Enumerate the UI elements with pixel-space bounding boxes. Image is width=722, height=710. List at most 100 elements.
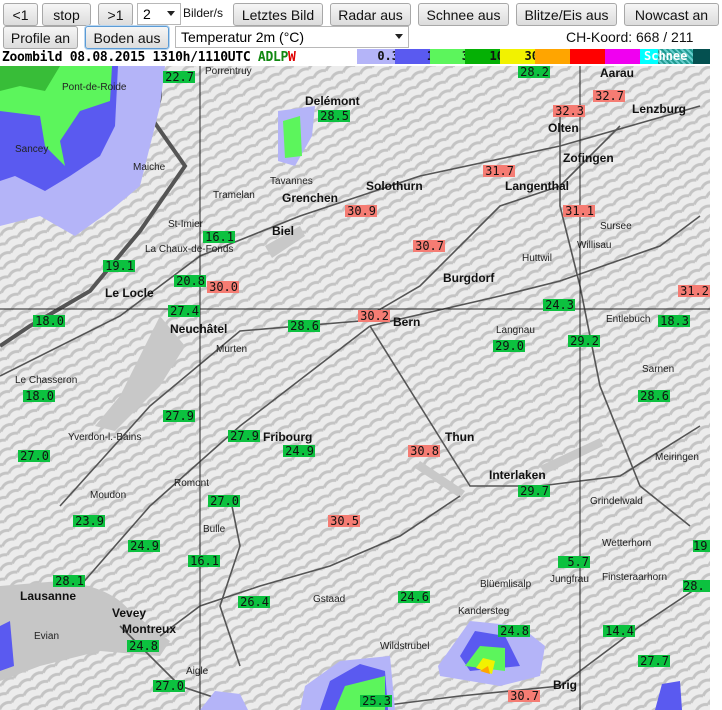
temperature-label[interactable]: 31.2: [678, 285, 710, 297]
temperature-label[interactable]: 24.6: [398, 591, 430, 603]
temperature-label[interactable]: 28.: [683, 580, 710, 592]
temperature-label[interactable]: 27.9: [163, 410, 195, 422]
temperature-label[interactable]: 27.0: [18, 450, 50, 462]
legend-swatch: [570, 49, 605, 64]
profile-toggle-button[interactable]: Profile an: [3, 26, 78, 49]
lake-brienz: [540, 438, 603, 474]
temperature-label[interactable]: 30.7: [508, 690, 540, 702]
temperature-label[interactable]: 28.2: [518, 66, 550, 78]
temperature-label[interactable]: 30.0: [207, 281, 239, 293]
place-pontderoide: Pont-de-Roide: [62, 82, 127, 93]
legend-swatch: [640, 49, 658, 64]
place-wetterhorn: Wetterhorn: [602, 538, 652, 549]
legend-label: Schnee: [644, 49, 688, 63]
legend-swatch: 30: [500, 49, 539, 64]
temperature-label[interactable]: 28.5: [318, 110, 350, 122]
place-yverdon: Yverdon-l.-Bains: [68, 432, 142, 443]
radar-toggle-button[interactable]: Radar aus: [330, 3, 411, 26]
precipitation-overlay: [0, 66, 682, 710]
temperature-label[interactable]: 29.2: [568, 335, 600, 347]
temperature-label[interactable]: 27.0: [153, 680, 185, 692]
parameter-value: Temperatur 2m (°C): [181, 29, 305, 45]
temperature-label[interactable]: 28.6: [288, 320, 320, 332]
image-timestamp: Zoombild 08.08.2015 1310h/1110UTC: [2, 50, 251, 65]
temperature-label[interactable]: 26.4: [238, 596, 270, 608]
temperature-label[interactable]: 30.2: [358, 310, 390, 322]
place-lelocle: Le Locle: [105, 286, 154, 300]
place-maiche: Maiche: [133, 162, 166, 173]
temperature-label[interactable]: 31.1: [563, 205, 595, 217]
temperature-label[interactable]: 30.9: [345, 205, 377, 217]
legend-label: 0.3: [377, 49, 399, 63]
temperature-label[interactable]: 27.4: [168, 305, 200, 317]
place-grindelwald: Grindelwald: [590, 496, 643, 507]
parameter-select[interactable]: Temperatur 2m (°C): [175, 26, 409, 48]
place-jungfrau: Jungfrau: [550, 574, 589, 585]
temperature-label[interactable]: 30.5: [328, 515, 360, 527]
temperature-label[interactable]: 24.9: [128, 540, 160, 552]
chevron-down-icon: [167, 11, 175, 16]
place-kandersteg: Kandersteg: [458, 606, 510, 617]
place-sarnen: Sarnen: [642, 364, 675, 375]
temperature-label[interactable]: 19: [693, 540, 710, 552]
temperature-label[interactable]: 5.7: [558, 556, 590, 568]
map-view[interactable]: Delémont Aarau Olten Lenzburg Zofingen Langen…: [0, 66, 710, 710]
temperature-label[interactable]: 24.8: [127, 640, 159, 652]
temperature-label[interactable]: 25.3: [360, 695, 392, 707]
snow-toggle-button[interactable]: Schnee aus: [418, 3, 509, 26]
stop-button[interactable]: stop: [42, 3, 91, 26]
previous-frame-button[interactable]: <1: [3, 3, 38, 26]
temperature-label[interactable]: 19.1: [103, 260, 135, 272]
next-frame-button[interactable]: >1: [98, 3, 133, 26]
temperature-label[interactable]: 30.7: [413, 240, 445, 252]
temperature-label[interactable]: 18.0: [33, 315, 65, 327]
place-aigle: Aigle: [186, 666, 209, 677]
last-image-button[interactable]: Letztes Bild: [233, 3, 323, 26]
temperature-label[interactable]: 29.0: [493, 340, 525, 352]
temperature-label[interactable]: 24.3: [543, 299, 575, 311]
ground-toggle-button[interactable]: Boden aus: [85, 26, 169, 49]
legend-swatch: [693, 49, 710, 64]
data-source-codes: ADLP: [257, 50, 289, 65]
temperature-label[interactable]: 22.7: [163, 71, 195, 83]
temperature-label[interactable]: 29.7: [518, 485, 550, 497]
place-wildstrubel: Wildstrubel: [380, 641, 430, 652]
temperature-label[interactable]: 27.9: [228, 430, 260, 442]
temperature-label[interactable]: 18.3: [658, 315, 690, 327]
place-porrentruy: Porrentruy: [205, 66, 252, 77]
speed-select[interactable]: 2: [137, 3, 181, 25]
temperature-label[interactable]: 16.1: [188, 555, 220, 567]
lightning-toggle-button[interactable]: Blitze/Eis aus: [516, 3, 617, 26]
place-langnau: Langnau: [496, 325, 535, 336]
temperature-label[interactable]: 16.1: [203, 231, 235, 243]
place-montreux: Montreux: [122, 622, 176, 636]
place-lausanne: Lausanne: [20, 589, 77, 603]
temperature-label[interactable]: 27.7: [638, 655, 670, 667]
temperature-label[interactable]: 28.1: [53, 575, 85, 587]
legend-swatch: 1: [395, 49, 434, 64]
place-huttwil: Huttwil: [522, 253, 553, 264]
place-chauxdefonds: La Chaux-de-Fonds: [145, 244, 234, 255]
temperature-label[interactable]: 24.8: [498, 625, 530, 637]
temperature-label[interactable]: 32.3: [553, 105, 585, 117]
place-grenchen: Grenchen: [282, 191, 339, 205]
temperature-label[interactable]: 32.7: [593, 90, 625, 102]
nowcast-toggle-button[interactable]: Nowcast an: [624, 3, 719, 26]
place-aarau: Aarau: [600, 66, 635, 80]
place-langenthal: Langenthal: [505, 179, 570, 193]
temperature-label[interactable]: 31.7: [483, 165, 515, 177]
temperature-label[interactable]: 23.9: [73, 515, 105, 527]
grid-lines: [0, 66, 710, 710]
temperature-label[interactable]: 18.0: [23, 390, 55, 402]
temperature-label[interactable]: 28.6: [638, 390, 670, 402]
temperature-label[interactable]: 14.4: [603, 625, 635, 637]
legend-swatch: Schnee: [644, 49, 693, 64]
lake-neuchatel: [95, 316, 185, 431]
temperature-label[interactable]: 30.8: [408, 445, 440, 457]
lake-biel: [265, 226, 305, 258]
temperature-label[interactable]: 27.0: [208, 495, 240, 507]
temperature-label[interactable]: 24.9: [283, 445, 315, 457]
place-biel: Biel: [272, 224, 295, 238]
temperature-label[interactable]: 20.8: [174, 275, 206, 287]
place-murten: Murten: [216, 344, 248, 355]
